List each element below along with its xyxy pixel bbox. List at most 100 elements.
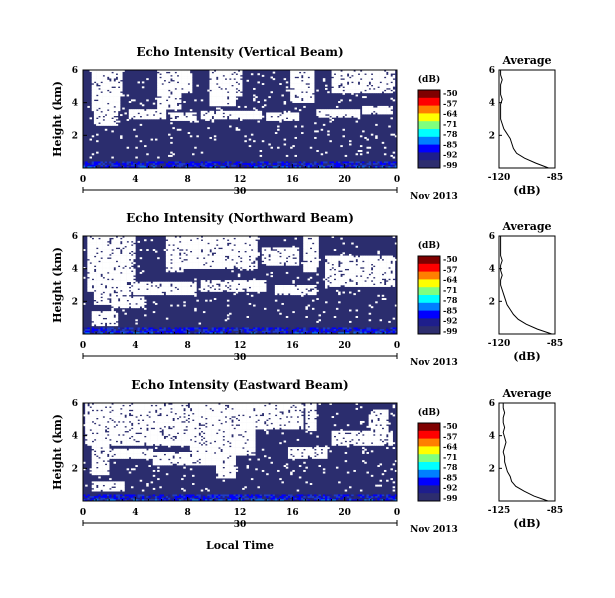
heatmap-cell bbox=[202, 267, 206, 269]
heatmap-cell bbox=[106, 87, 110, 90]
heatmap-cell bbox=[240, 252, 243, 255]
heatmap-cell bbox=[287, 163, 291, 166]
heatmap-cell bbox=[106, 319, 110, 322]
heatmap-cell bbox=[211, 250, 215, 253]
heatmap-cell bbox=[176, 258, 180, 261]
heatmap-cell bbox=[100, 249, 103, 251]
heatmap-cell bbox=[96, 314, 99, 317]
heatmap-cell bbox=[122, 268, 125, 271]
heatmap-cell bbox=[368, 70, 372, 72]
heatmap-cell bbox=[301, 81, 304, 84]
heatmap-cell bbox=[135, 114, 138, 117]
heatmap-cell bbox=[394, 135, 398, 138]
heatmap-cell bbox=[115, 281, 119, 284]
heatmap-cell bbox=[170, 83, 173, 85]
heatmap-cell bbox=[181, 288, 184, 291]
heatmap-cell bbox=[104, 99, 108, 102]
heatmap-cell bbox=[298, 92, 302, 95]
heatmap-cell bbox=[174, 164, 178, 167]
heatmap-cell bbox=[301, 163, 304, 166]
heatmap-cell bbox=[111, 267, 114, 269]
heatmap-cell bbox=[309, 81, 313, 84]
heatmap-cell bbox=[102, 330, 106, 333]
heatmap-cell bbox=[165, 258, 169, 261]
heatmap-cell bbox=[242, 239, 245, 242]
heatmap-cell bbox=[242, 283, 245, 286]
heatmap-cell bbox=[122, 285, 125, 287]
heatmap-cell bbox=[187, 332, 191, 335]
heatmap-cell bbox=[98, 105, 101, 108]
heatmap-cell bbox=[187, 283, 191, 286]
heatmap-cell bbox=[187, 240, 191, 243]
heatmap-cell bbox=[124, 301, 127, 304]
heatmap-cell bbox=[222, 260, 226, 263]
heatmap-cell bbox=[253, 112, 256, 115]
heatmap-cell bbox=[281, 166, 284, 169]
heatmap-cell bbox=[111, 83, 114, 85]
heatmap-cell bbox=[342, 83, 345, 85]
heatmap-cell bbox=[189, 286, 193, 289]
heatmap-cell bbox=[109, 249, 112, 251]
heatmap-cell bbox=[379, 76, 383, 79]
heatmap-cell bbox=[126, 330, 130, 333]
heatmap-cell bbox=[130, 268, 134, 271]
heatmap-cell bbox=[200, 286, 204, 289]
heatmap-cell bbox=[104, 257, 108, 260]
heatmap-cell bbox=[165, 96, 169, 99]
heatmap-cell bbox=[165, 245, 169, 248]
heatmap-cell bbox=[259, 154, 263, 157]
heatmap-cell bbox=[335, 84, 339, 87]
heatmap-cell bbox=[128, 330, 132, 333]
heatmap-cell bbox=[235, 260, 239, 263]
heatmap-cell bbox=[106, 255, 110, 258]
heatmap-cell bbox=[93, 322, 97, 325]
heatmap-cell bbox=[224, 97, 228, 100]
heatmap-cell bbox=[226, 332, 230, 335]
heatmap-cell bbox=[340, 114, 343, 117]
heatmap-cell bbox=[181, 258, 184, 261]
heatmap-cell bbox=[383, 153, 387, 156]
heatmap-cell bbox=[161, 332, 164, 335]
heatmap-cell bbox=[87, 236, 90, 238]
heatmap-cell bbox=[154, 114, 158, 117]
heatmap-cell bbox=[98, 280, 101, 283]
heatmap-cell bbox=[144, 314, 147, 317]
heatmap-cell bbox=[144, 239, 147, 242]
heatmap-cell bbox=[216, 280, 219, 283]
heatmap-cell bbox=[231, 270, 234, 273]
heatmap-cell bbox=[161, 70, 164, 72]
heatmap-cell bbox=[135, 146, 138, 149]
heatmap-cell bbox=[296, 114, 300, 117]
heatmap-cell bbox=[93, 273, 97, 276]
heatmap-cell bbox=[111, 276, 114, 279]
heatmap-cell bbox=[168, 164, 171, 167]
heatmap-cell bbox=[141, 306, 145, 309]
heatmap-cell bbox=[349, 71, 352, 74]
heatmap-cell bbox=[325, 151, 328, 154]
heatmap-cell bbox=[375, 73, 378, 76]
heatmap-cell bbox=[181, 265, 184, 268]
heatmap-cell bbox=[161, 73, 164, 76]
heatmap-cell bbox=[91, 76, 95, 79]
heatmap-cell bbox=[216, 253, 219, 256]
heatmap-cell bbox=[98, 311, 101, 314]
heatmap-cell bbox=[392, 133, 396, 136]
heatmap-cell bbox=[220, 76, 223, 79]
heatmap-cell bbox=[192, 247, 195, 250]
heatmap-cell bbox=[137, 299, 140, 302]
heatmap-cell bbox=[106, 286, 110, 289]
heatmap-cell bbox=[392, 156, 396, 159]
heatmap-cell bbox=[122, 275, 125, 278]
heatmap-cell bbox=[96, 166, 99, 169]
heatmap-cell bbox=[290, 164, 293, 167]
heatmap-cell bbox=[111, 99, 114, 102]
heatmap-cell bbox=[87, 252, 90, 255]
heatmap-cell bbox=[351, 164, 354, 167]
heatmap-cell bbox=[335, 163, 339, 166]
heatmap-cell bbox=[362, 73, 365, 76]
heatmap-cell bbox=[266, 161, 269, 164]
heatmap-cell bbox=[176, 86, 180, 89]
heatmap-cell bbox=[141, 302, 145, 305]
heatmap-cell bbox=[165, 293, 169, 296]
heatmap-cell bbox=[307, 99, 311, 102]
